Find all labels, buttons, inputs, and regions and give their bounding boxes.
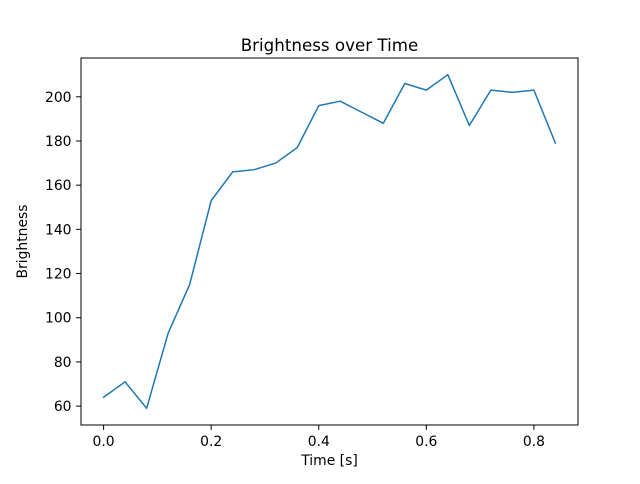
y-tick-label: 200: [45, 90, 72, 106]
y-tick-label: 180: [45, 134, 72, 150]
y-tick-label: 120: [45, 267, 72, 283]
y-tick-label: 140: [45, 222, 72, 238]
y-axis-label: Brightness: [15, 205, 31, 279]
x-tick-label: 0.4: [308, 434, 330, 450]
x-tick-label: 0.2: [200, 434, 222, 450]
y-tick-label: 160: [45, 178, 72, 194]
brightness-data-line: [102, 73, 557, 410]
axes-spines: [80, 57, 579, 426]
y-tick-label: 80: [54, 355, 72, 371]
x-tick-label: 0.0: [93, 434, 115, 450]
x-tick-label: 0.6: [415, 434, 437, 450]
plot-area: 0.0 0.2 0.4 0.6 0.8 60 80 100 120 140 160 180 200: [45, 57, 579, 450]
chart-title: Brightness over Time: [241, 35, 419, 55]
y-tick-label: 60: [54, 399, 72, 415]
y-tick-label: 100: [45, 311, 72, 327]
x-axis-label: Time [s]: [300, 453, 358, 469]
x-tick-label: 0.8: [523, 434, 545, 450]
